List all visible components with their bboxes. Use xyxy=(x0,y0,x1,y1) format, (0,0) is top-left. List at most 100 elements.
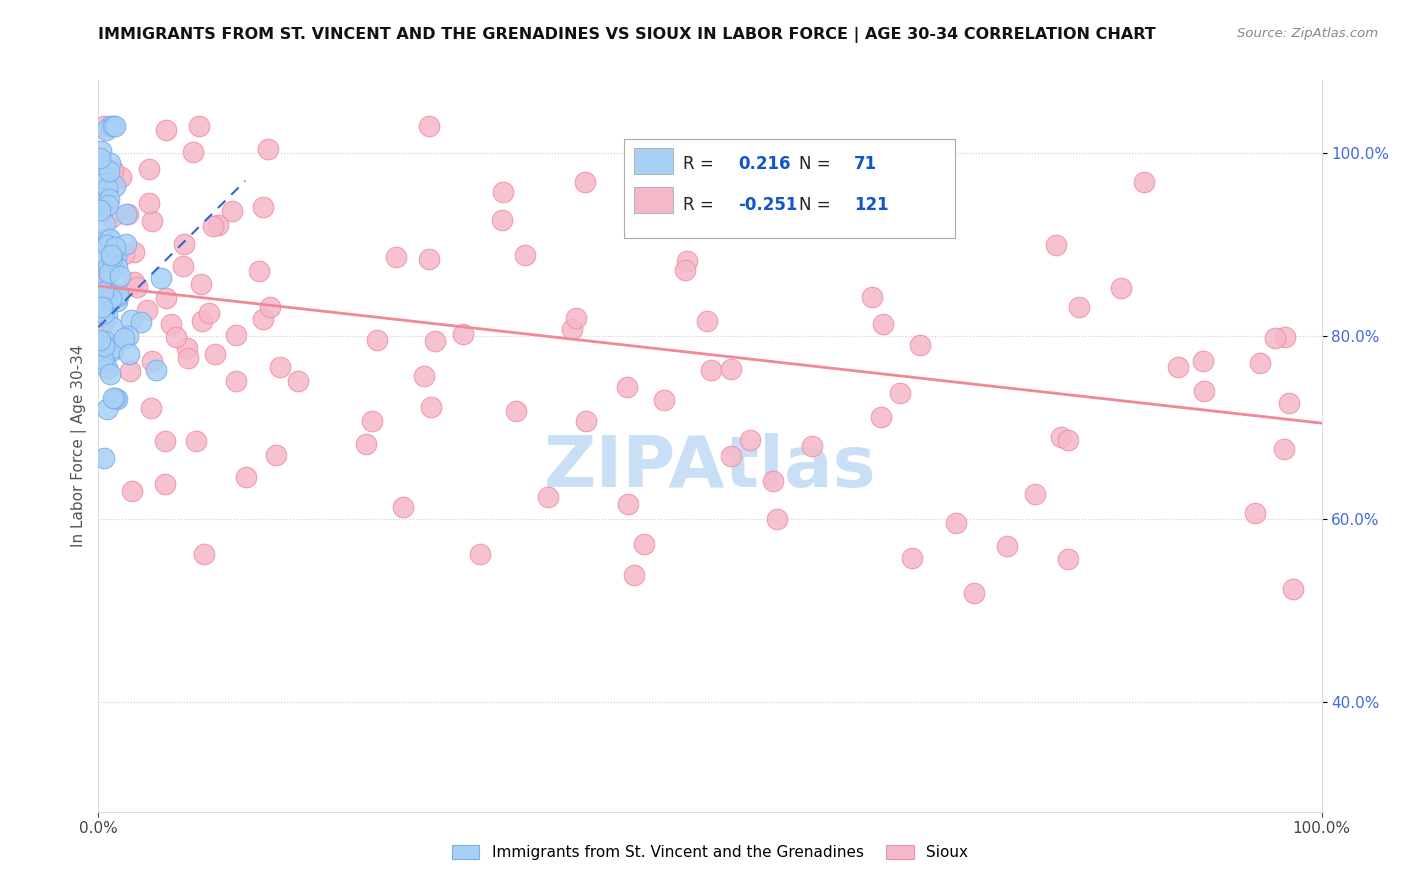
Point xyxy=(93,354,115,368)
Point xyxy=(1244,507,1267,521)
Point xyxy=(90,339,112,353)
Text: -0.251: -0.251 xyxy=(738,195,797,213)
Point xyxy=(89,151,111,165)
Point xyxy=(89,197,111,211)
Point xyxy=(101,391,124,405)
Point xyxy=(1272,442,1295,456)
Point xyxy=(392,500,415,514)
Point xyxy=(257,142,280,156)
Point xyxy=(93,285,115,300)
Point xyxy=(633,537,655,551)
Point xyxy=(361,414,384,428)
Point xyxy=(423,334,446,348)
Point xyxy=(235,469,257,483)
Point xyxy=(801,439,824,453)
Point xyxy=(176,341,198,355)
Point xyxy=(419,400,441,414)
Point xyxy=(101,211,124,225)
Point xyxy=(418,119,440,133)
Point xyxy=(89,203,111,218)
Point xyxy=(221,204,243,219)
Point xyxy=(93,217,115,231)
Point xyxy=(354,437,377,451)
Text: 0.216: 0.216 xyxy=(738,155,790,173)
Point xyxy=(190,314,212,328)
Point xyxy=(190,277,212,291)
Text: N =: N = xyxy=(800,155,837,173)
Point xyxy=(94,280,117,294)
Point xyxy=(700,363,723,377)
Point xyxy=(108,269,131,284)
Point xyxy=(98,164,121,178)
Point xyxy=(1191,354,1213,368)
Text: ZIPAtlas: ZIPAtlas xyxy=(544,434,876,502)
Point xyxy=(762,475,785,489)
Point xyxy=(138,196,160,211)
Point xyxy=(165,330,187,344)
Point xyxy=(181,145,204,159)
Point xyxy=(259,300,281,314)
Point xyxy=(96,181,118,195)
Point xyxy=(155,434,177,448)
Point xyxy=(225,328,247,343)
Point xyxy=(89,191,111,205)
Point xyxy=(252,200,274,214)
Point xyxy=(94,122,117,136)
Point xyxy=(101,119,124,133)
Point xyxy=(105,392,128,406)
Point xyxy=(104,178,127,193)
Point xyxy=(366,333,388,347)
Point xyxy=(860,290,883,304)
Point xyxy=(96,274,118,288)
Point xyxy=(155,291,177,305)
Point xyxy=(207,218,229,232)
Point xyxy=(91,249,114,263)
Point xyxy=(118,347,141,361)
Point xyxy=(98,119,121,133)
Point xyxy=(202,219,225,234)
Point xyxy=(1050,429,1073,443)
Point xyxy=(1045,237,1067,252)
Point xyxy=(93,450,115,465)
Point xyxy=(93,339,115,353)
Point xyxy=(91,351,114,366)
Point xyxy=(110,169,132,184)
Point xyxy=(418,252,440,266)
Point xyxy=(623,568,645,582)
Point xyxy=(575,413,598,427)
Point xyxy=(125,280,148,294)
Point xyxy=(105,260,128,274)
Point xyxy=(96,293,118,308)
Point xyxy=(172,259,194,273)
Point xyxy=(193,547,215,561)
Point xyxy=(98,156,121,170)
Point xyxy=(513,247,536,261)
Point xyxy=(96,180,118,194)
Point xyxy=(564,311,586,326)
Point xyxy=(561,322,583,336)
Point xyxy=(97,231,120,245)
Point xyxy=(686,179,709,194)
Point xyxy=(101,162,124,177)
Point xyxy=(104,119,127,133)
Point xyxy=(574,175,596,189)
Point xyxy=(468,547,491,561)
Point xyxy=(118,363,141,377)
Point xyxy=(1264,330,1286,344)
Point xyxy=(491,213,513,227)
Point xyxy=(93,306,115,320)
Point xyxy=(105,293,128,308)
Point xyxy=(141,214,163,228)
Point xyxy=(141,354,163,368)
Point xyxy=(908,337,931,351)
Point xyxy=(93,202,115,217)
Point xyxy=(1024,487,1046,501)
Point xyxy=(94,265,117,279)
Point xyxy=(91,285,114,300)
Point xyxy=(505,404,527,418)
FancyBboxPatch shape xyxy=(624,139,955,237)
Point xyxy=(101,252,124,266)
Point xyxy=(96,401,118,416)
Point xyxy=(101,320,124,334)
Legend: Immigrants from St. Vincent and the Grenadines, Sioux: Immigrants from St. Vincent and the Gren… xyxy=(446,839,974,866)
